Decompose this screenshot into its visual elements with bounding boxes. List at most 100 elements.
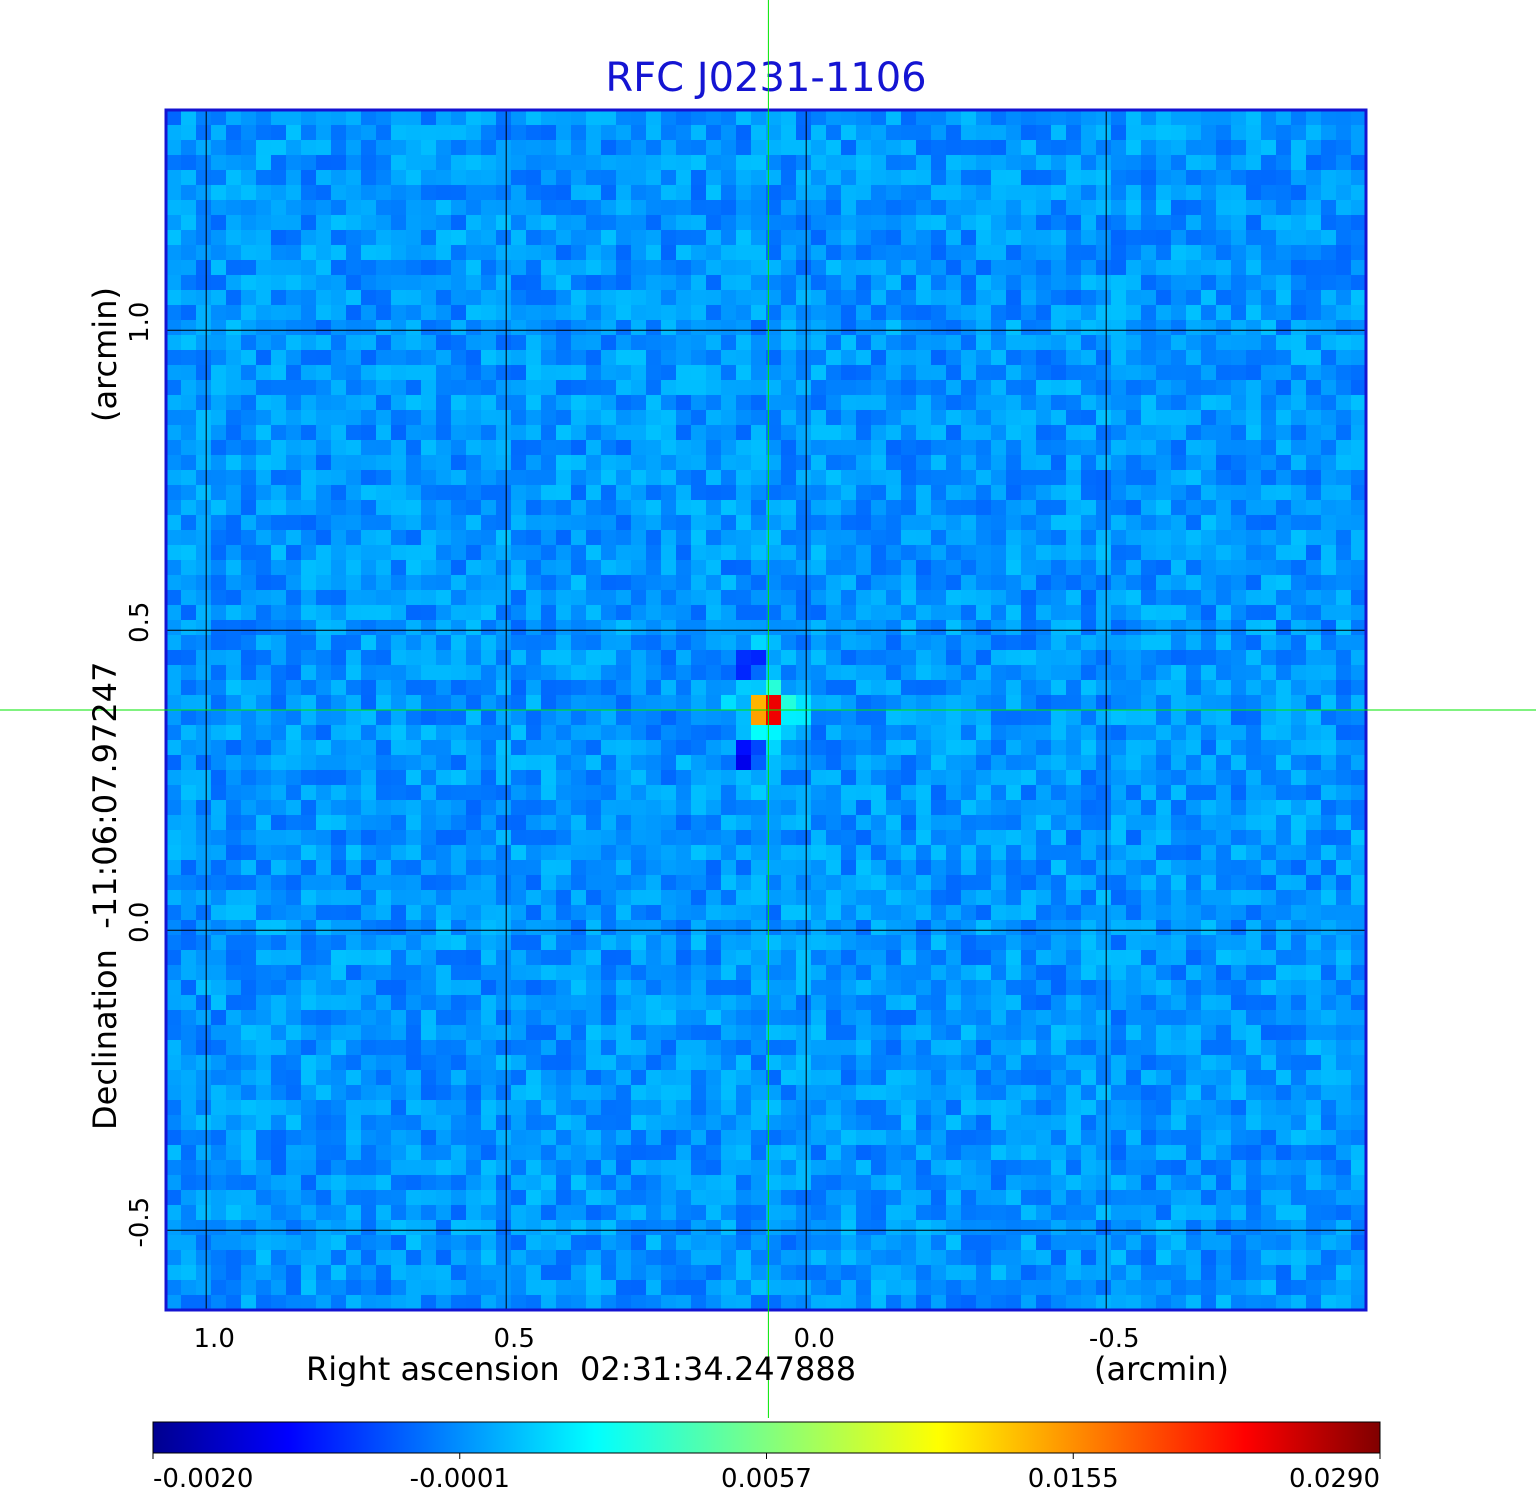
- image-pixel: [301, 830, 317, 846]
- image-pixel: [991, 920, 1007, 936]
- image-pixel: [1291, 995, 1307, 1011]
- image-pixel: [691, 290, 707, 306]
- image-pixel: [166, 560, 182, 576]
- image-pixel: [811, 215, 827, 231]
- image-pixel: [586, 830, 602, 846]
- image-pixel: [751, 800, 767, 816]
- image-pixel: [211, 305, 227, 321]
- image-pixel: [556, 1010, 572, 1026]
- image-pixel: [946, 980, 962, 996]
- image-pixel: [1246, 530, 1262, 546]
- image-pixel: [1096, 635, 1112, 651]
- image-pixel: [721, 755, 737, 771]
- image-pixel: [991, 290, 1007, 306]
- image-pixel: [1006, 965, 1022, 981]
- image-pixel: [661, 725, 677, 741]
- image-pixel: [1201, 770, 1217, 786]
- image-pixel: [271, 785, 287, 801]
- image-pixel: [616, 875, 632, 891]
- image-pixel: [511, 800, 527, 816]
- image-pixel: [346, 365, 362, 381]
- image-pixel: [391, 1025, 407, 1041]
- image-pixel: [1201, 800, 1217, 816]
- image-pixel: [961, 605, 977, 621]
- image-pixel: [286, 530, 302, 546]
- image-pixel: [466, 485, 482, 501]
- image-pixel: [991, 350, 1007, 366]
- image-pixel: [556, 890, 572, 906]
- image-pixel: [331, 1010, 347, 1026]
- image-pixel: [1261, 755, 1277, 771]
- image-pixel: [316, 365, 332, 381]
- image-pixel: [1081, 800, 1097, 816]
- image-pixel: [1021, 380, 1037, 396]
- image-pixel: [511, 815, 527, 831]
- image-pixel: [706, 965, 722, 981]
- image-pixel: [1186, 170, 1202, 186]
- image-pixel: [901, 680, 917, 696]
- image-pixel: [1021, 110, 1037, 126]
- image-pixel: [226, 395, 242, 411]
- image-pixel: [331, 530, 347, 546]
- image-pixel: [1171, 335, 1187, 351]
- image-pixel: [181, 320, 197, 336]
- image-pixel: [361, 1040, 377, 1056]
- image-pixel: [841, 395, 857, 411]
- image-pixel: [886, 365, 902, 381]
- image-pixel: [526, 350, 542, 366]
- image-pixel: [1171, 605, 1187, 621]
- image-pixel: [376, 785, 392, 801]
- image-pixel: [496, 455, 512, 471]
- image-pixel: [976, 695, 992, 711]
- image-pixel: [1201, 140, 1217, 156]
- image-pixel: [511, 650, 527, 666]
- image-pixel: [346, 560, 362, 576]
- image-pixel: [226, 620, 242, 636]
- image-pixel: [961, 545, 977, 561]
- image-pixel: [931, 905, 947, 921]
- image-pixel: [976, 395, 992, 411]
- image-pixel: [826, 1025, 842, 1041]
- image-pixel: [1171, 875, 1187, 891]
- image-pixel: [316, 230, 332, 246]
- image-pixel: [541, 725, 557, 741]
- image-pixel: [1306, 230, 1322, 246]
- image-pixel: [691, 530, 707, 546]
- image-pixel: [1201, 965, 1217, 981]
- image-pixel: [901, 950, 917, 966]
- image-pixel: [556, 245, 572, 261]
- image-pixel: [901, 215, 917, 231]
- image-pixel: [361, 935, 377, 951]
- image-pixel: [526, 695, 542, 711]
- image-pixel: [466, 770, 482, 786]
- image-pixel: [331, 275, 347, 291]
- image-pixel: [1036, 455, 1052, 471]
- image-pixel: [1081, 245, 1097, 261]
- image-pixel: [406, 335, 422, 351]
- image-pixel: [391, 860, 407, 876]
- image-pixel: [406, 890, 422, 906]
- image-pixel: [1261, 830, 1277, 846]
- image-pixel: [1201, 830, 1217, 846]
- image-pixel: [601, 170, 617, 186]
- image-pixel: [361, 605, 377, 621]
- image-pixel: [946, 500, 962, 516]
- image-pixel: [1036, 920, 1052, 936]
- image-pixel: [1171, 305, 1187, 321]
- image-pixel: [1171, 650, 1187, 666]
- image-pixel: [1306, 635, 1322, 651]
- image-pixel: [856, 530, 872, 546]
- image-pixel: [1231, 290, 1247, 306]
- image-pixel: [241, 830, 257, 846]
- image-pixel: [496, 590, 512, 606]
- image-pixel: [316, 650, 332, 666]
- image-pixel: [1216, 260, 1232, 276]
- image-pixel: [1351, 605, 1367, 621]
- image-pixel: [1111, 950, 1127, 966]
- image-pixel: [1066, 530, 1082, 546]
- image-pixel: [1261, 125, 1277, 141]
- image-pixel: [781, 935, 797, 951]
- image-pixel: [1081, 110, 1097, 126]
- image-pixel: [526, 275, 542, 291]
- image-pixel: [646, 110, 662, 126]
